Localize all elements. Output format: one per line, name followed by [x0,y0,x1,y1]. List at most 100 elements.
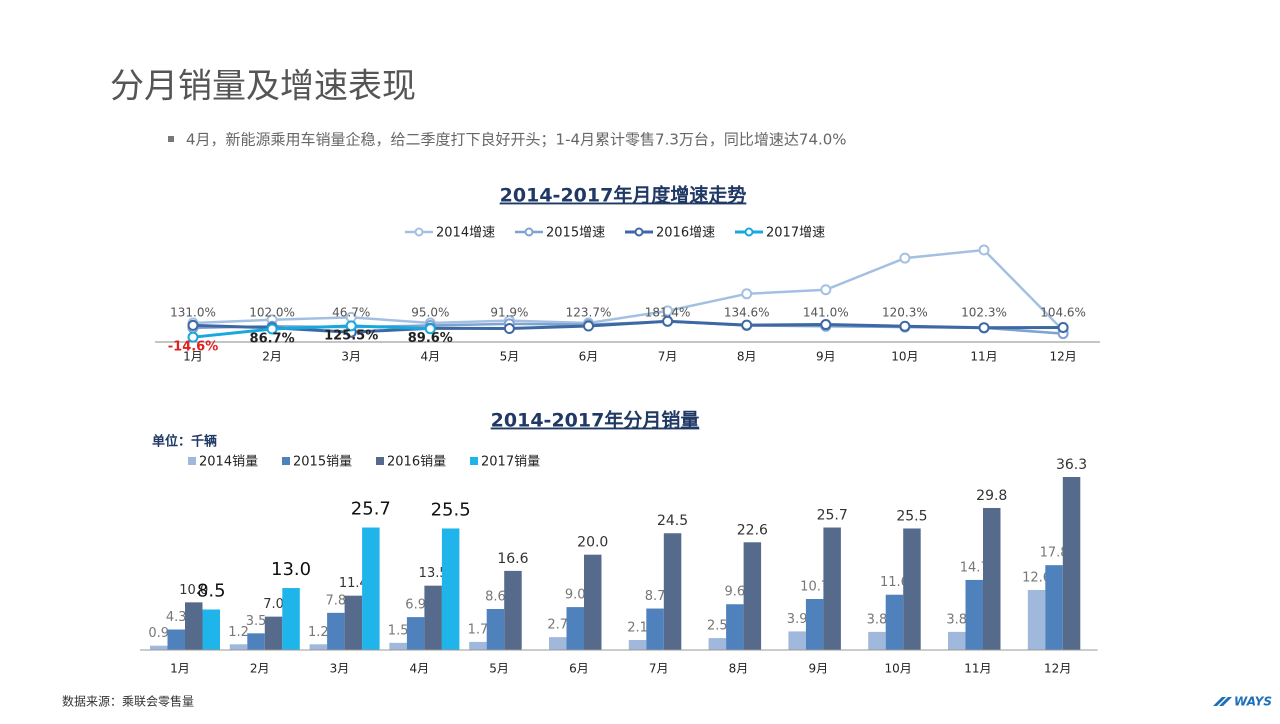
bar [965,579,983,650]
x-tick-label: 1月 [183,350,203,364]
data-label: 104.6% [1040,306,1086,320]
data-label: 3.9 [787,612,808,627]
bar [628,639,647,650]
point [187,331,199,343]
bar [1062,477,1081,650]
legend-label: 2015销量 [293,455,352,470]
legend-swatch [188,457,196,465]
legend-label: 2016销量 [387,455,446,470]
legend-label: 2017销量 [481,455,540,470]
chart-title: 2014-2017年月度增速走势 [500,184,747,207]
x-tick-label: 12月 [1049,350,1076,364]
data-label: 2.1 [627,620,648,635]
bar [486,609,505,650]
data-label: 46.7% [332,306,370,320]
x-tick-label: 10月 [891,350,918,364]
x-tick-label: 12月 [1044,662,1071,676]
data-label: 1.2 [308,625,329,640]
point [978,322,990,334]
bar [1045,565,1063,650]
data-label: 24.5 [657,513,688,529]
bar [726,604,744,650]
x-tick-label: 5月 [500,350,520,364]
data-label: 7.0 [263,597,284,612]
x-tick-label: 2月 [262,350,282,364]
legend-marker [524,227,534,237]
logo-icon [1213,697,1232,706]
unit-label: 单位：千辆 [152,434,217,450]
bar [805,599,824,650]
data-label: 141.0% [803,306,849,320]
legend-label: 2016增速 [656,226,715,241]
bar [406,617,425,650]
bar [309,644,328,650]
data-label: 102.3% [961,306,1007,320]
legend-marker [634,227,644,237]
x-tick-label: 1月 [170,662,190,676]
point [662,305,674,317]
data-label: 8.7 [645,589,666,604]
data-label: 91.9% [490,306,528,320]
data-label: 25.5 [431,499,471,520]
bar [185,602,203,650]
bar [469,641,487,650]
data-label: 181.4% [645,306,691,320]
series-line [192,248,1064,332]
point [741,288,753,300]
bar [441,528,460,650]
data-label: 11.6 [880,575,909,590]
series-line [192,324,431,339]
data-label: 25.5 [896,508,927,524]
x-tick-label: 7月 [649,662,669,676]
series-line [192,319,1064,334]
point [583,320,594,332]
data-label: 1.5 [388,623,409,638]
legend-swatch [282,457,290,465]
bar [584,554,602,650]
bar [823,527,841,650]
point [899,252,911,264]
data-label: 3.8 [867,612,888,627]
source: 数据来源：乘联会零售量 [62,694,194,709]
data-label: 3.8 [946,612,967,627]
x-tick-label: 9月 [816,350,836,364]
point [741,319,753,331]
x-tick-label: 6月 [579,350,599,364]
legend-swatch [376,457,384,465]
data-label: 102.0% [249,306,295,320]
data-label: 95.0% [411,306,449,320]
point [899,320,911,332]
data-label: 0.9 [148,626,169,641]
point [424,323,436,335]
data-label: 25.7 [351,499,391,520]
data-label: 9.6 [725,585,746,600]
bar [646,608,664,650]
bar [983,507,1001,650]
bar [229,644,248,650]
data-label: 1.7 [468,622,489,637]
bar [743,542,762,650]
data-label: 8.5 [197,580,226,601]
data-label: 25.7 [817,508,848,524]
bar [389,642,407,650]
bar [362,527,380,650]
bar [868,631,886,650]
x-tick-label: 8月 [737,350,757,364]
bar [788,631,806,650]
bar [903,528,921,650]
data-label: 7.8 [326,593,347,608]
x-tick-label: 4月 [420,350,440,364]
data-label: 36.3 [1056,457,1087,473]
data-label: 10.7 [800,580,829,595]
data-label: 2.5 [707,619,728,634]
x-tick-label: 10月 [884,662,911,676]
logo: WAYS [1234,695,1272,709]
x-tick-label: 3月 [330,662,350,676]
bar [150,645,168,650]
bar [549,637,567,650]
data-label: 9.0 [565,588,586,603]
point [820,319,832,331]
x-tick-label: 2月 [250,662,270,676]
